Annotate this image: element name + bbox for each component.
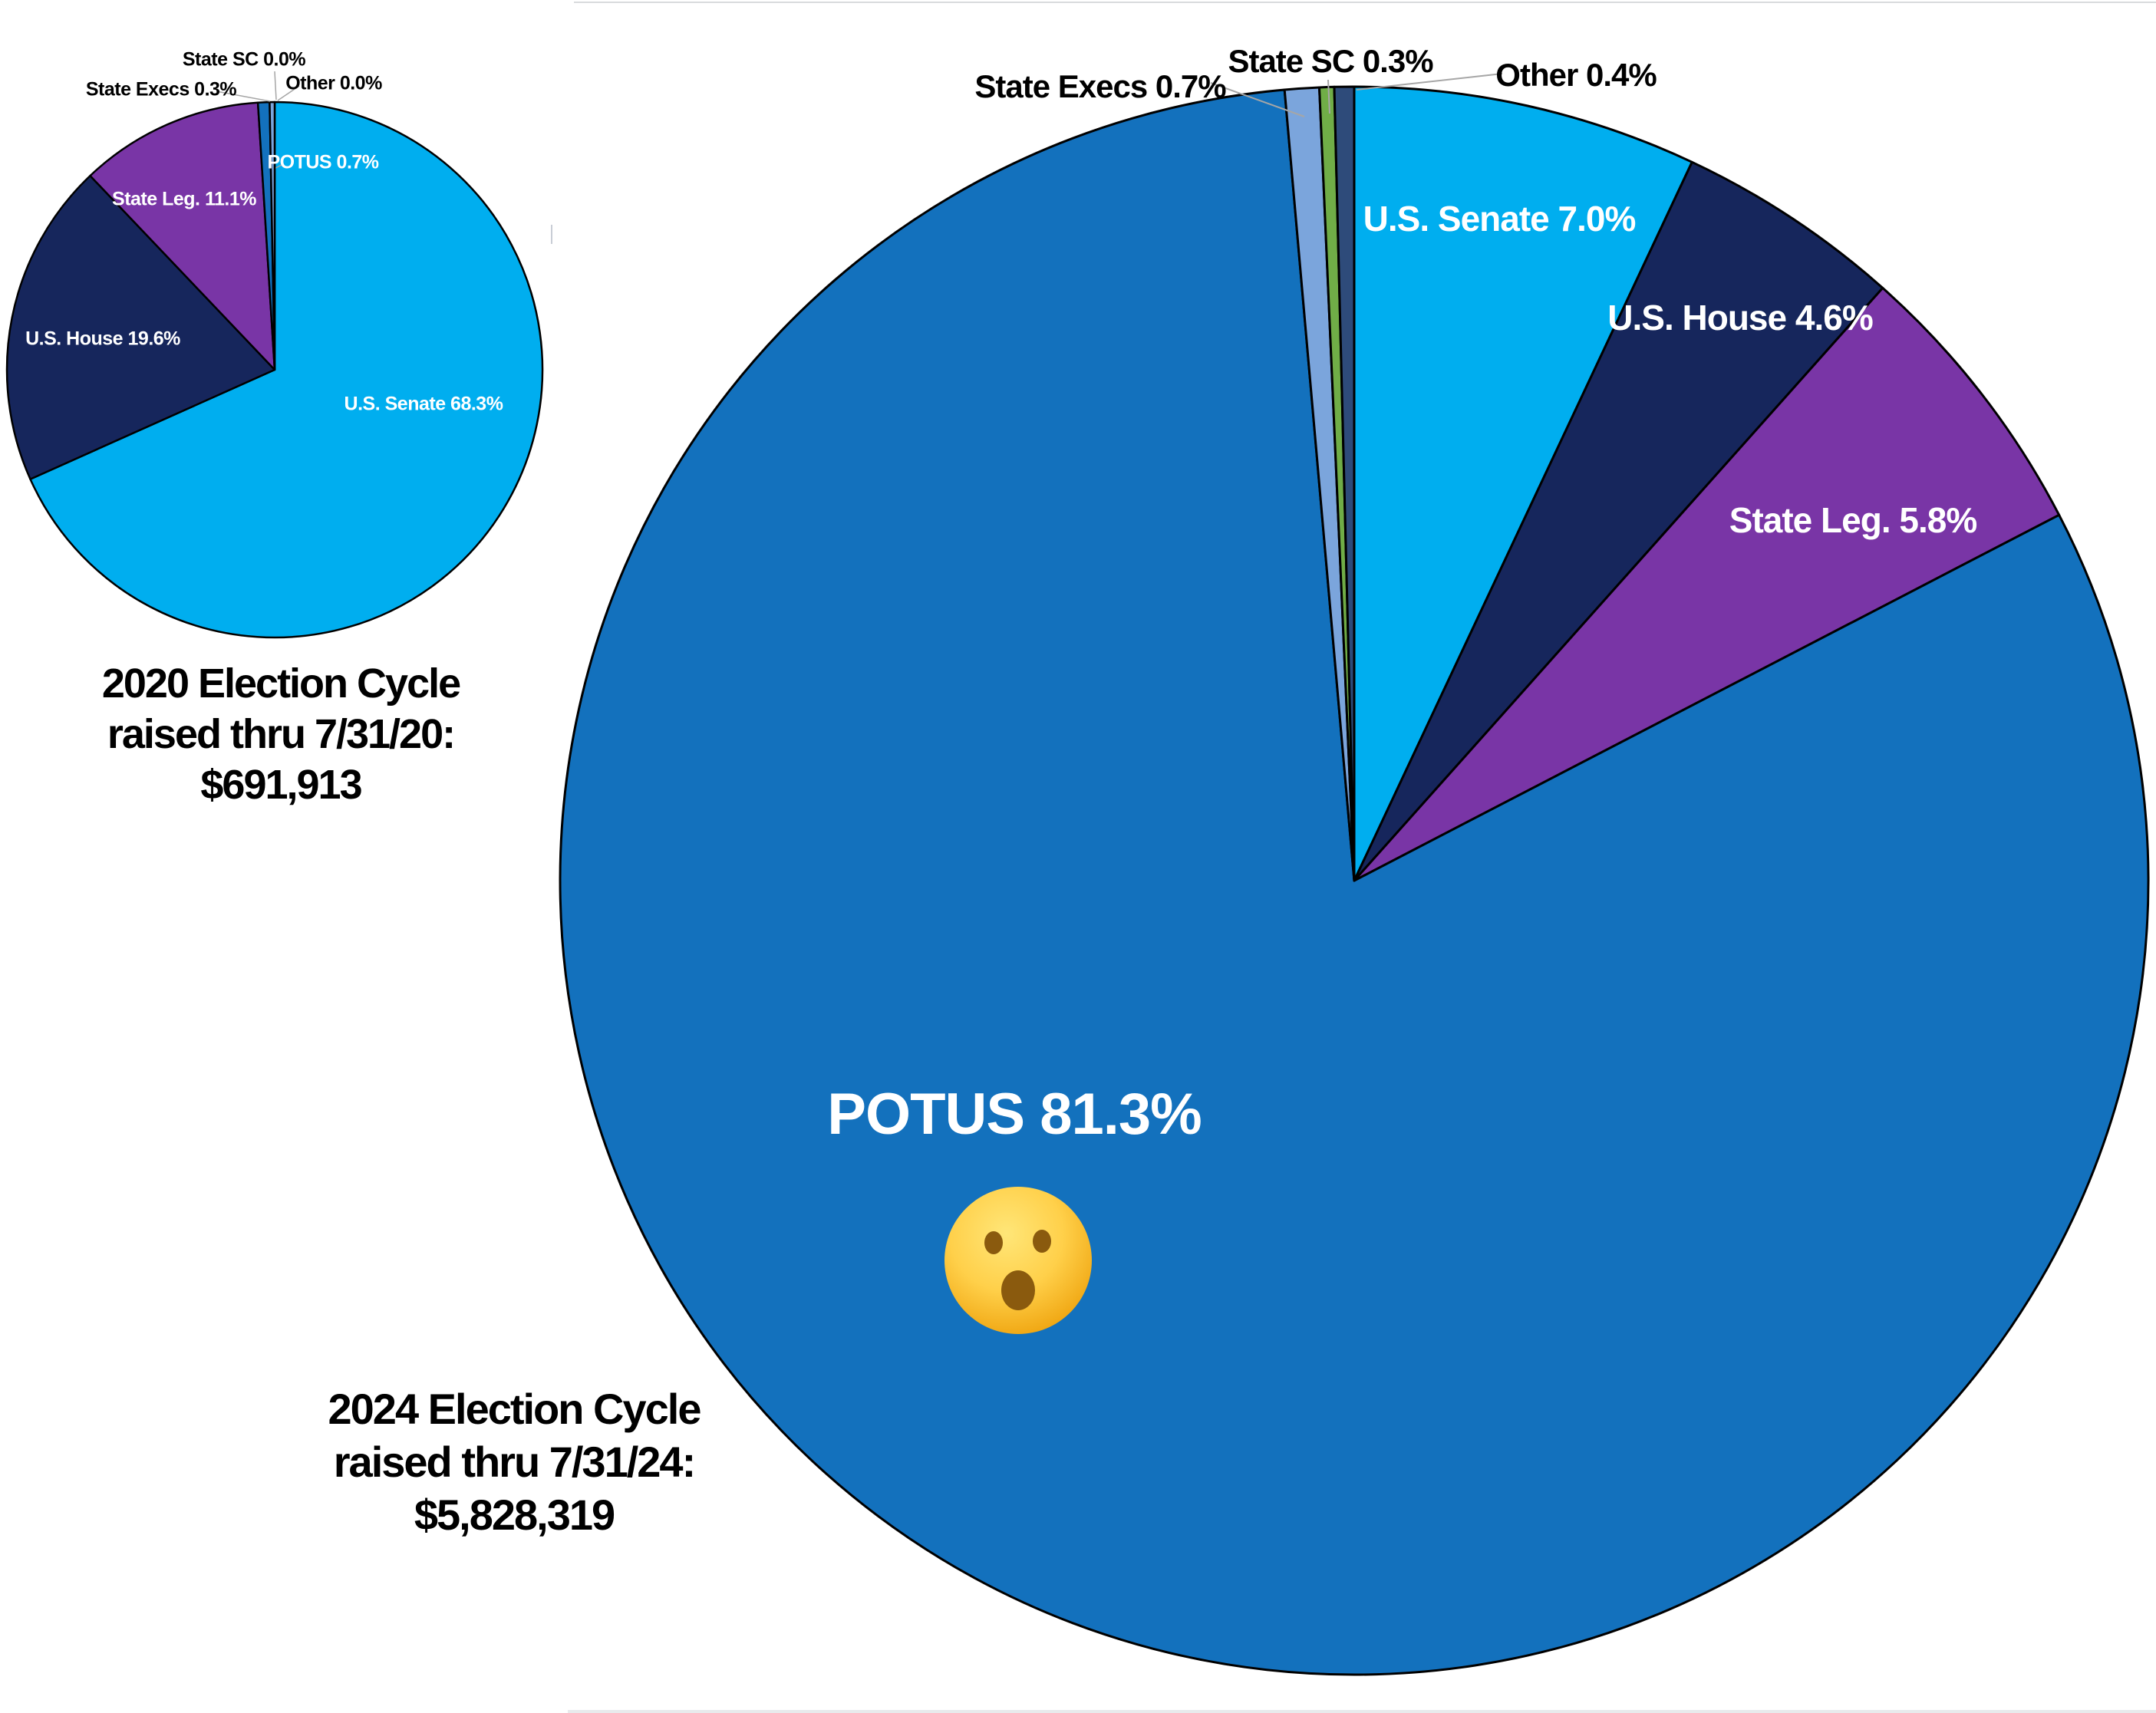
pie-2020-chart [5,71,544,639]
pie-2020-leader-state-execs [216,91,271,102]
pie-2020-title-line-3: $691,913 [200,762,362,808]
pie-2020-slice-u-s-senate [29,100,544,639]
pie-2020-leader-state-sc [274,71,277,100]
pie-2024-title-line-3: $5,828,319 [414,1491,615,1539]
pie-2020-slice-state-leg [89,101,276,371]
pie-2020-title-line-1: 2020 Election Cycle [101,660,461,707]
pie-2020-title: 2020 Election Cycle raised thru 7/31/20:… [28,658,534,810]
face-with-open-mouth-emoji-icon [944,1187,1092,1334]
pie-2024-title-line-2: raised thru 7/31/24: [333,1438,696,1486]
pie-2024-title: 2024 Election Cycle raised thru 7/31/24:… [207,1382,821,1541]
pie-2020-title-line-2: raised thru 7/31/20: [107,711,456,757]
pie-2024-title-line-1: 2024 Election Cycle [328,1385,702,1433]
bottom-edge-strip [568,1710,2156,1713]
pie-2024-leader-state-sc [1327,79,1330,114]
pie-2024-slice-state-leg [1353,286,2061,882]
pie-2020-slice-state-execs [269,100,276,371]
pie-2024-leader-other [1356,73,1503,91]
pie-2020-slice-u-s-house [5,174,276,480]
pie-2024-slice-other [1333,85,1356,882]
pie-2024-slice-u-s-house [1353,160,1884,882]
pie-2020-leader-other [277,85,300,101]
pie-2024-leader-state-execs [1210,82,1305,117]
